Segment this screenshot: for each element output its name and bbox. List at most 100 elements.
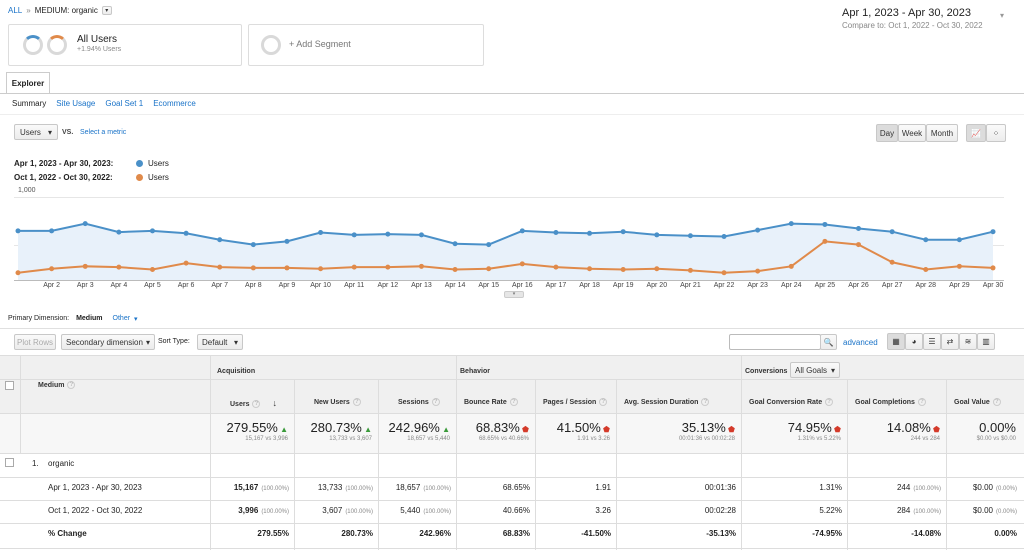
data-point[interactable]	[82, 263, 88, 269]
data-point[interactable]	[217, 264, 223, 270]
pivot-view-icon[interactable]: ▥	[977, 333, 995, 350]
select-metric-link[interactable]: Select a metric	[80, 129, 127, 136]
data-point[interactable]	[990, 265, 996, 271]
data-point[interactable]	[15, 228, 21, 234]
data-point[interactable]	[587, 230, 593, 236]
data-point[interactable]	[452, 267, 458, 273]
column-header[interactable]: Bounce Rate?	[464, 398, 518, 406]
table-search-input[interactable]	[729, 334, 821, 350]
data-point[interactable]	[284, 265, 290, 271]
medium-header[interactable]: Medium?	[38, 381, 76, 389]
motion-chart-icon[interactable]: ⁘	[986, 124, 1006, 142]
data-point[interactable]	[822, 238, 828, 244]
data-point[interactable]	[149, 228, 155, 234]
help-icon[interactable]: ?	[701, 398, 710, 406]
data-point[interactable]	[923, 267, 929, 273]
primary-dimension-medium[interactable]: Medium	[76, 315, 103, 322]
search-icon[interactable]: 🔍	[820, 334, 837, 350]
data-point[interactable]	[620, 229, 626, 235]
data-point[interactable]	[889, 229, 895, 235]
data-point[interactable]	[385, 231, 391, 237]
data-point[interactable]	[318, 266, 324, 272]
data-point[interactable]	[486, 266, 492, 272]
data-point[interactable]	[822, 221, 828, 227]
data-point[interactable]	[856, 242, 862, 248]
chart-resize-handle[interactable]: ▾	[504, 291, 524, 298]
sub-tab-site-usage[interactable]: Site Usage	[56, 99, 96, 108]
metric-select[interactable]: Users ▾	[14, 124, 58, 140]
data-point[interactable]	[250, 265, 256, 271]
data-point[interactable]	[183, 260, 189, 266]
help-icon[interactable]: ?	[599, 398, 608, 406]
segment-all-users[interactable]: All Users +1.94% Users	[8, 24, 242, 66]
term-cloud-icon[interactable]: ≋	[959, 333, 977, 350]
period-month-button[interactable]: Month	[926, 124, 958, 142]
data-point[interactable]	[889, 259, 895, 265]
advanced-link[interactable]: advanced	[843, 338, 878, 347]
add-segment-button[interactable]: + Add Segment	[248, 24, 484, 66]
breadcrumb-dropdown-icon[interactable]: ▾	[101, 6, 112, 15]
data-point[interactable]	[990, 229, 996, 235]
date-range-picker[interactable]: Apr 1, 2023 - Apr 30, 2023 Compare to: O…	[842, 7, 1017, 30]
line-chart-icon[interactable]: 📈	[966, 124, 986, 142]
column-header[interactable]: Goal Completions?	[855, 398, 926, 406]
data-point[interactable]	[956, 237, 962, 243]
data-point[interactable]	[553, 264, 559, 270]
row-organic-link[interactable]: organic	[48, 459, 75, 468]
help-icon[interactable]: ?	[825, 398, 834, 406]
data-point[interactable]	[250, 242, 256, 248]
data-point[interactable]	[654, 232, 660, 238]
help-icon[interactable]: ?	[352, 398, 361, 406]
data-point[interactable]	[284, 238, 290, 244]
help-icon[interactable]: ?	[509, 398, 518, 406]
column-header[interactable]: Pages / Session?	[543, 398, 608, 406]
other-chevron-icon[interactable]: ▾	[134, 316, 138, 323]
data-point[interactable]	[721, 234, 727, 240]
sub-tab-summary[interactable]: Summary	[12, 99, 47, 108]
data-point[interactable]	[856, 225, 862, 231]
sub-tab-goal-set-1[interactable]: Goal Set 1	[105, 99, 144, 108]
data-point[interactable]	[486, 242, 492, 248]
data-point[interactable]	[217, 237, 223, 243]
period-week-button[interactable]: Week	[898, 124, 926, 142]
help-icon[interactable]: ?	[431, 398, 440, 406]
data-point[interactable]	[687, 267, 693, 273]
data-point[interactable]	[620, 267, 626, 273]
data-point[interactable]	[385, 264, 391, 270]
column-header[interactable]: Goal Value?	[954, 398, 1001, 406]
data-point[interactable]	[956, 263, 962, 269]
column-header[interactable]: New Users?	[314, 398, 361, 406]
all-goals-select[interactable]: All Goals ▾	[790, 362, 840, 378]
column-header[interactable]: Goal Conversion Rate?	[749, 398, 834, 406]
data-point[interactable]	[452, 241, 458, 247]
data-point[interactable]	[351, 264, 357, 270]
data-point[interactable]	[788, 263, 794, 269]
data-point[interactable]	[654, 266, 660, 272]
help-icon[interactable]: ?	[252, 400, 261, 409]
data-point[interactable]	[15, 270, 21, 276]
data-point[interactable]	[755, 268, 761, 274]
help-icon[interactable]: ?	[67, 381, 76, 389]
breadcrumb-all-link[interactable]: ALL	[8, 6, 23, 15]
sub-tab-ecommerce[interactable]: Ecommerce	[153, 99, 196, 108]
help-icon[interactable]: ?	[917, 398, 926, 406]
plot-rows-button[interactable]: Plot Rows	[14, 334, 56, 350]
data-point[interactable]	[116, 229, 122, 235]
data-point[interactable]	[687, 233, 693, 239]
sort-type-select[interactable]: Default ▾	[197, 334, 243, 350]
data-point[interactable]	[318, 229, 324, 235]
data-point[interactable]	[418, 263, 424, 269]
data-point[interactable]	[587, 266, 593, 272]
data-point[interactable]	[519, 228, 525, 234]
period-day-button[interactable]: Day	[876, 124, 898, 142]
secondary-dimension-select[interactable]: Secondary dimension ▾	[61, 334, 155, 350]
data-point[interactable]	[553, 229, 559, 235]
select-all-checkbox[interactable]	[5, 381, 14, 390]
comparison-view-icon[interactable]: ⇄	[941, 333, 959, 350]
data-point[interactable]	[418, 232, 424, 238]
data-point[interactable]	[82, 221, 88, 227]
data-point[interactable]	[923, 237, 929, 243]
data-point[interactable]	[183, 230, 189, 236]
sort-arrow-icon[interactable]: ↓	[272, 398, 277, 408]
column-header[interactable]: Sessions?	[398, 398, 440, 406]
